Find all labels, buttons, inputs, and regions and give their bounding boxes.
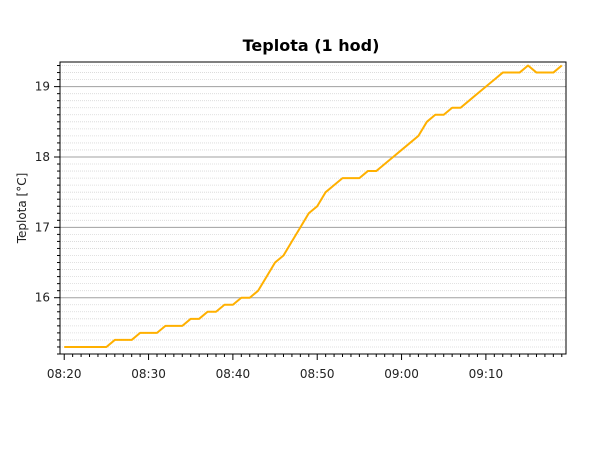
x-tick-label: 08:40 [216,367,251,381]
chart-title: Teplota (1 hod) [243,36,380,55]
y-tick-label: 17 [35,220,50,234]
x-tick-label: 08:30 [131,367,166,381]
x-tick-label: 08:20 [47,367,82,381]
x-tick-label: 08:50 [300,367,335,381]
temperature-line [64,64,563,348]
x-tick-label: 09:10 [469,367,504,381]
series-layer [64,64,563,348]
y-tick-label: 19 [35,80,50,94]
grid-layer [60,65,566,355]
plot-frame [59,61,567,355]
ticks-layer: 16 17 18 19 08:20 08:30 08:40 08:50 09:00 09:10 [35,65,563,381]
y-tick-label: 18 [35,150,50,164]
y-axis-label: Teplota [°C] [15,173,29,245]
y-tick-label: 16 [35,291,50,305]
x-tick-label: 09:00 [384,367,419,381]
